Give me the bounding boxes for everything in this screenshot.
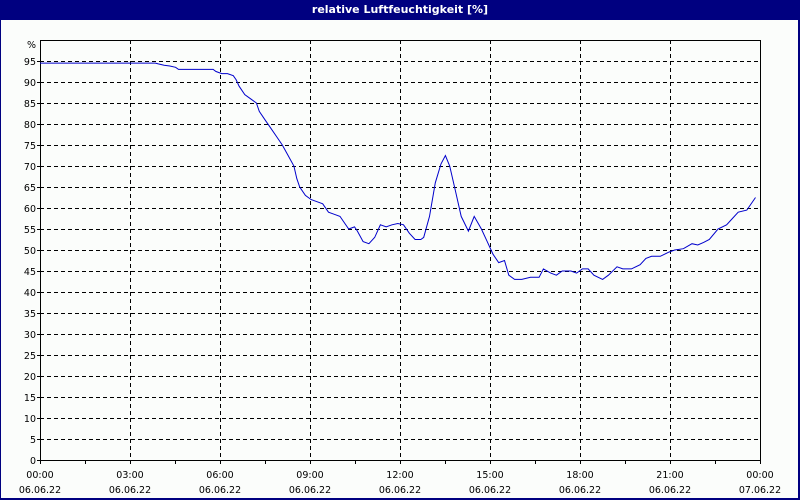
y-tick-label: 95: [24, 57, 36, 68]
x-tick-date-label: 07.06.22: [739, 485, 781, 496]
y-tick-label: 10: [24, 414, 36, 425]
x-tick-date-label: 06.06.22: [109, 485, 151, 496]
chart-title: relative Luftfeuchtigkeit [%]: [0, 0, 800, 20]
x-tick-time-label: 00:00: [26, 470, 53, 481]
y-tick-label: 20: [24, 372, 36, 383]
x-tick-time-label: 21:00: [656, 470, 683, 481]
y-tick-label: 70: [24, 162, 36, 173]
x-tick-time-label: 18:00: [566, 470, 593, 481]
x-tick-time-label: 09:00: [296, 470, 323, 481]
x-tick-time-label: 06:00: [206, 470, 233, 481]
humidity-series-line: [40, 62, 756, 280]
y-tick-label: 90: [24, 78, 36, 89]
y-tick-label: 60: [24, 204, 36, 215]
y-tick-label: 45: [24, 267, 36, 278]
x-tick-time-label: 15:00: [476, 470, 503, 481]
y-tick-label: 75: [24, 141, 36, 152]
x-tick-date-label: 06.06.22: [199, 485, 241, 496]
x-tick-date-label: 06.06.22: [469, 485, 511, 496]
y-tick-label: 50: [24, 246, 36, 257]
y-tick-label: 40: [24, 288, 36, 299]
y-tick-label: 25: [24, 351, 36, 362]
y-tick-label: 65: [24, 183, 36, 194]
y-tick-label: 15: [24, 393, 36, 404]
y-tick-label: 85: [24, 99, 36, 110]
x-tick-date-label: 06.06.22: [19, 485, 61, 496]
x-tick-time-label: 12:00: [386, 470, 413, 481]
y-tick-label: 30: [24, 330, 36, 341]
y-tick-label: 35: [24, 309, 36, 320]
y-tick-label: 5: [30, 435, 36, 446]
y-unit-label: %: [27, 40, 36, 51]
x-tick-time-label: 03:00: [116, 470, 143, 481]
plot-area-frame: [40, 40, 761, 461]
x-tick-time-label: 00:00: [746, 470, 773, 481]
x-tick-date-label: 06.06.22: [379, 485, 421, 496]
x-tick-date-label: 06.06.22: [559, 485, 601, 496]
y-tick-label: 0: [30, 456, 36, 467]
y-tick-label: 55: [24, 225, 36, 236]
y-tick-label: 80: [24, 120, 36, 131]
x-tick-date-label: 06.06.22: [289, 485, 331, 496]
x-tick-date-label: 06.06.22: [649, 485, 691, 496]
